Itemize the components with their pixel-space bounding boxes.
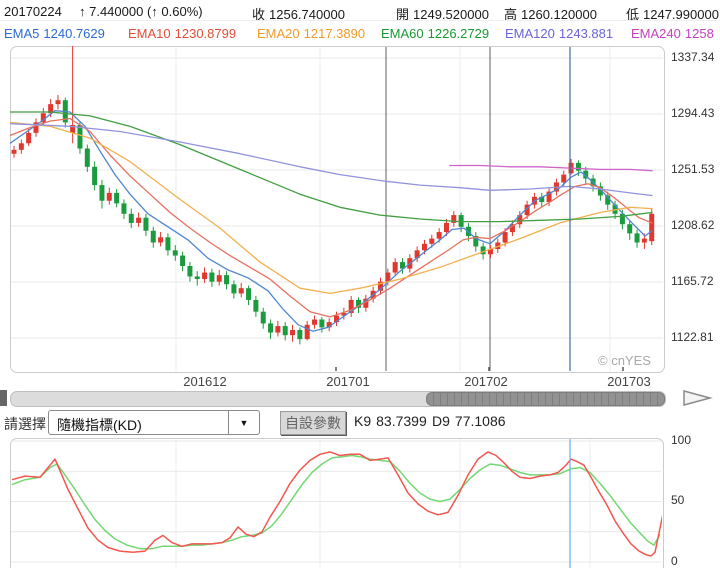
ema60-legend: EMA60 1226.2729: [381, 26, 490, 41]
kd-axis-label: 50: [671, 493, 685, 507]
ema10-legend: EMA10 1230.8799: [128, 26, 237, 41]
high-label: 高: [504, 7, 518, 22]
month-label: 201703: [607, 374, 651, 389]
price-chart[interactable]: [10, 46, 665, 373]
price-axis-label: 1208.62: [671, 218, 715, 233]
quote-change: ↑ 7.440000 (↑ 0.60%): [79, 4, 203, 19]
chart-scrollbar-track[interactable]: [10, 391, 666, 407]
dropdown-button[interactable]: ▼: [228, 411, 259, 434]
kd-indicator-chart[interactable]: [10, 438, 664, 568]
price-axis-label: 1337.34: [671, 50, 715, 64]
close-value: 1256.740000: [269, 7, 345, 22]
price-axis-label: 1165.72: [671, 274, 714, 289]
d-value: D9 77.1086: [432, 413, 506, 429]
header-divider: [0, 20, 720, 21]
ema5-legend: EMA5 1240.7629: [4, 26, 105, 41]
watermark: © cnYES: [598, 353, 651, 368]
custom-params-button[interactable]: 自設參數: [280, 411, 346, 435]
price-axis-label: 1122.81: [671, 330, 714, 345]
high-value: 1260.120000: [521, 7, 597, 22]
quote-open: 開 1249.520000: [396, 4, 489, 23]
open-value: 1249.520000: [413, 7, 489, 22]
kd-axis-label: 100: [671, 433, 692, 447]
month-label: 201702: [464, 374, 508, 389]
open-label: 開: [396, 7, 410, 22]
quote-high: 高 1260.120000: [504, 4, 597, 23]
ema20-legend: EMA20 1217.3890: [257, 26, 366, 41]
indicator-prompt-label: 請選擇: [4, 416, 46, 432]
chart-scrollbar-thumb[interactable]: [426, 392, 665, 406]
kd-axis-label: 0: [671, 554, 678, 568]
month-label: 201701: [326, 374, 370, 389]
chevron-down-icon: ▼: [239, 417, 249, 428]
ema240-legend: EMA240 1258: [631, 26, 714, 41]
low-label: 低: [626, 7, 640, 22]
indicator-selected-value: 隨機指標(KD): [57, 417, 142, 433]
month-label: 201612: [183, 374, 227, 389]
scrollbar-left-edge[interactable]: [0, 390, 7, 406]
indicator-select[interactable]: 隨機指標(KD) ▼: [48, 410, 260, 435]
price-axis-label: 1251.53: [671, 162, 715, 177]
k-value: K9 83.7399: [354, 413, 427, 429]
quote-close: 收 1256.740000: [252, 4, 345, 23]
ema120-legend: EMA120 1243.881: [505, 26, 614, 41]
quote-date: 20170224: [4, 4, 62, 19]
scroll-right-arrow-icon[interactable]: [682, 389, 714, 407]
close-label: 收: [252, 7, 266, 22]
price-axis-label: 1294.43: [671, 106, 715, 120]
low-value: 1247.990000: [643, 7, 719, 22]
quote-low: 低 1247.990000: [626, 4, 719, 23]
